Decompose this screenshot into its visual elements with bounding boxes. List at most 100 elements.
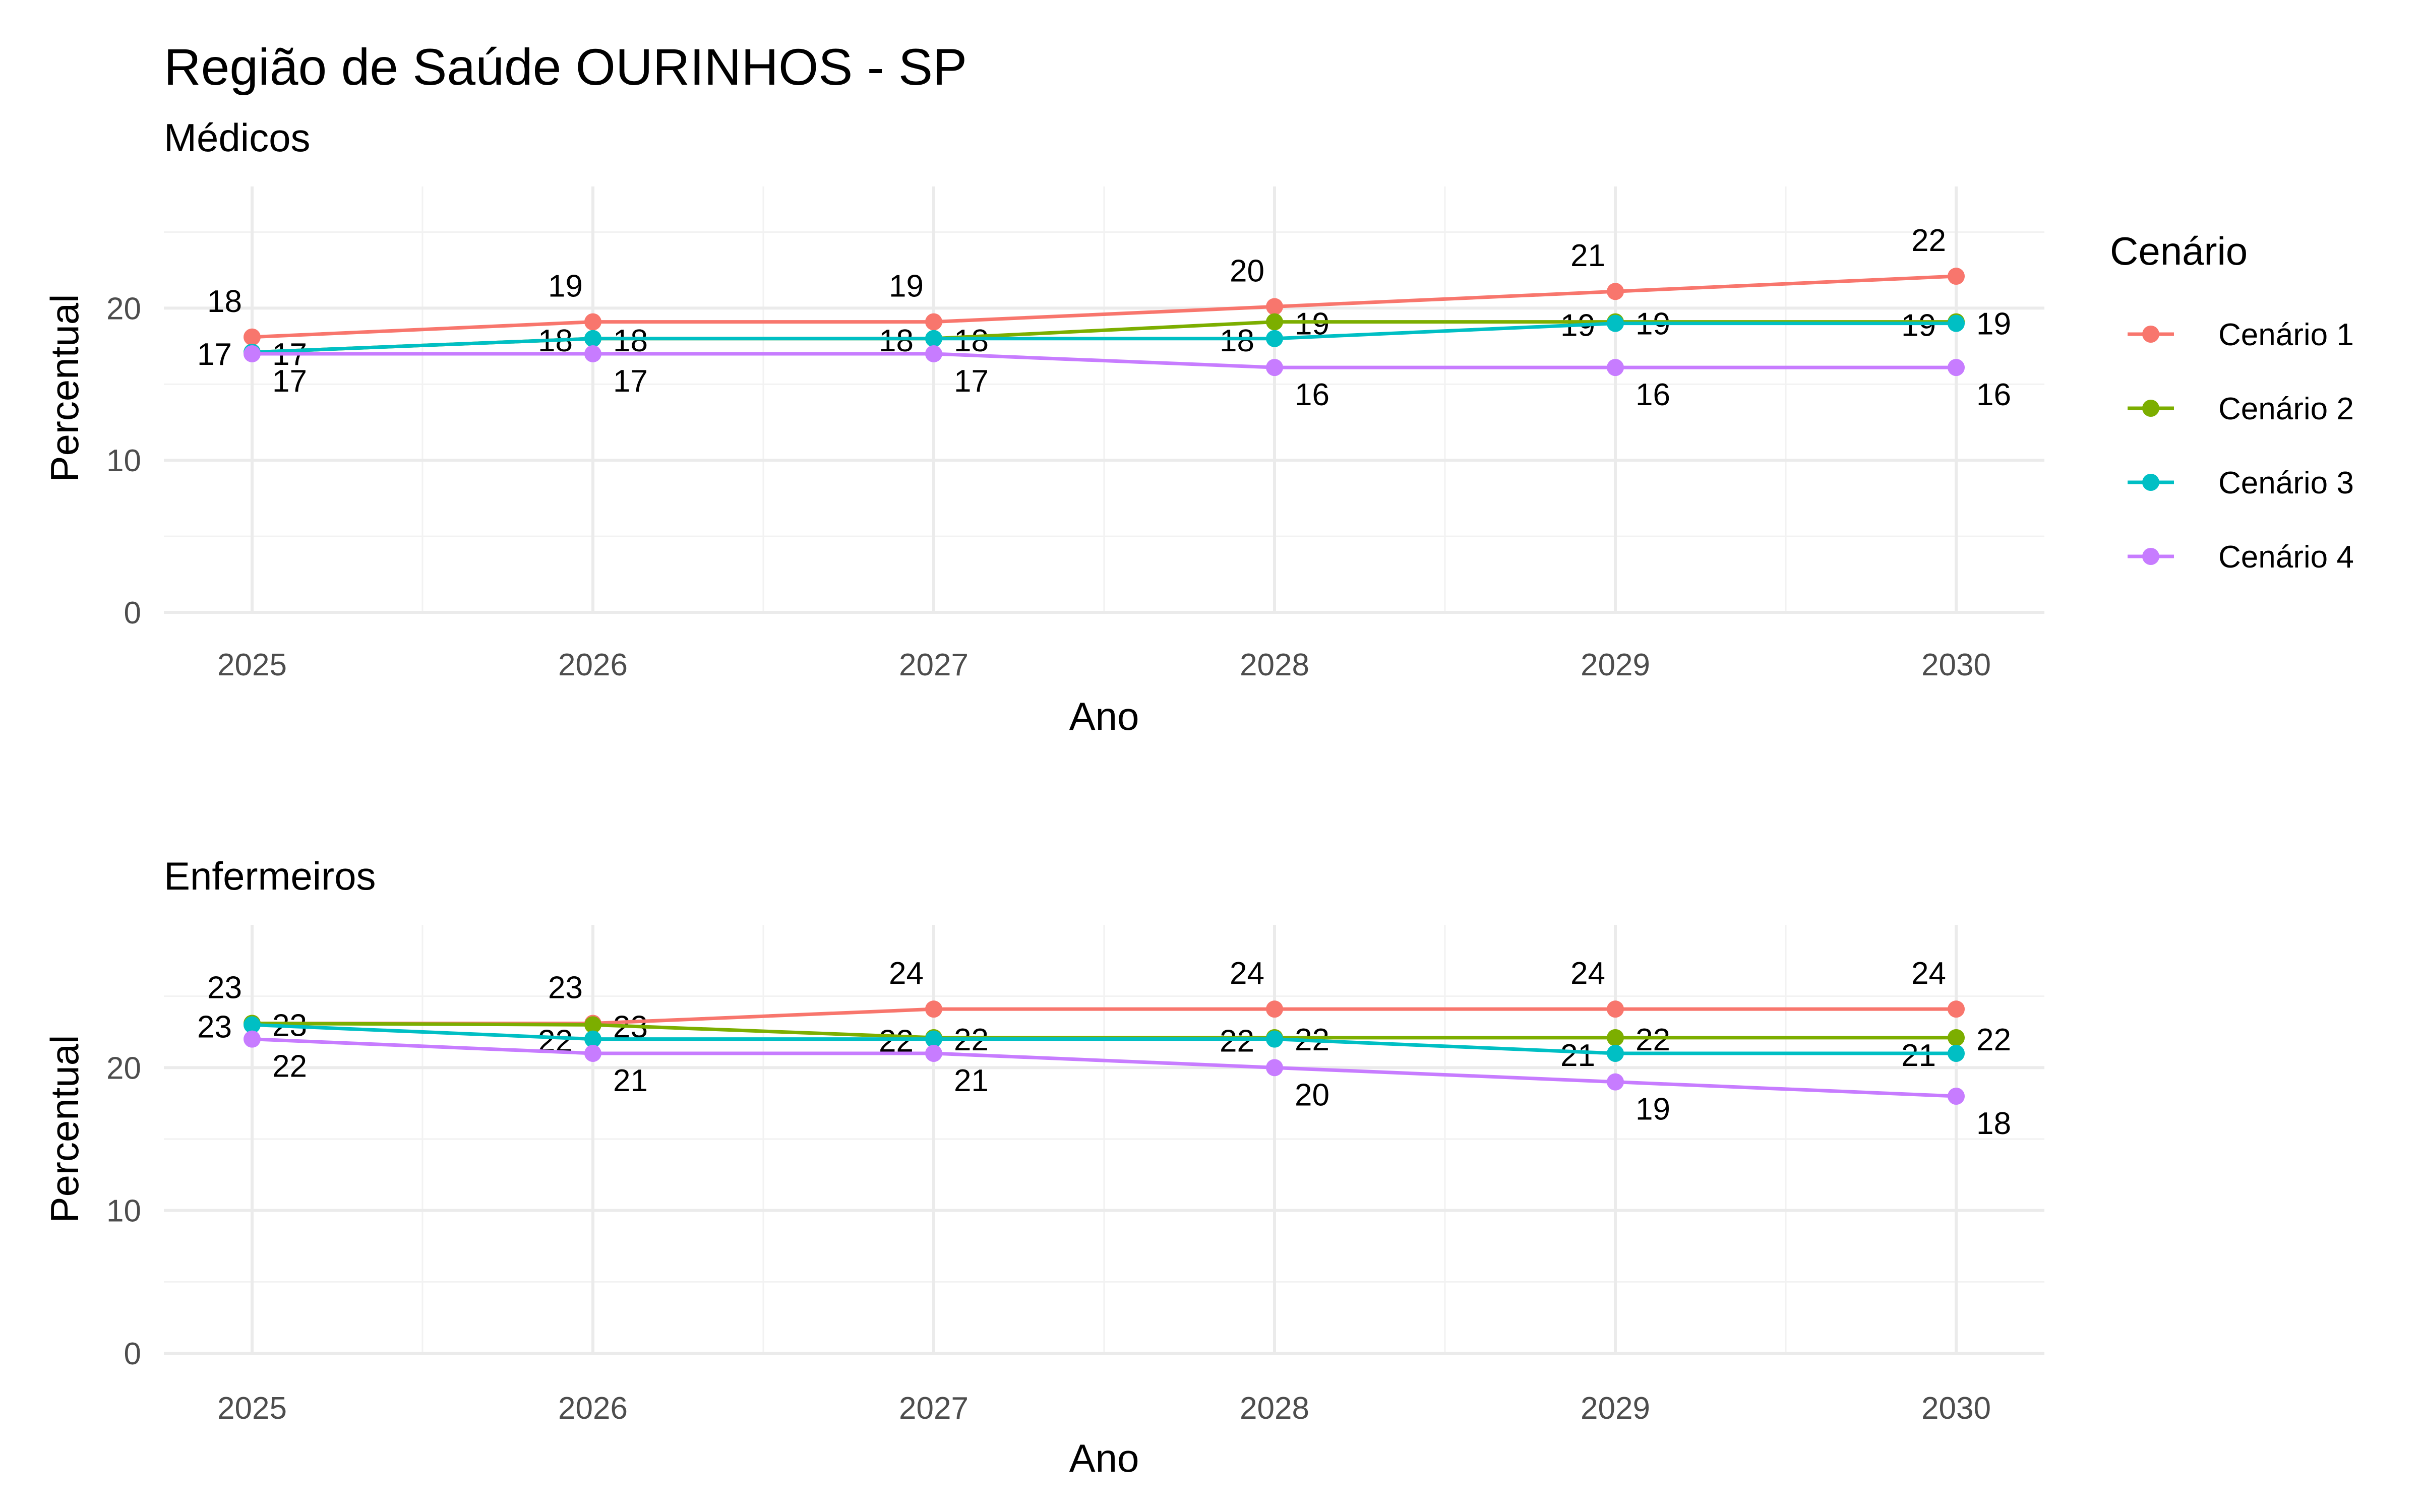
data-label: 24 [889, 956, 924, 991]
y-axis-title: Percentual [42, 1035, 87, 1223]
data-label: 17 [197, 337, 232, 372]
data-point [925, 1030, 942, 1048]
data-point [1948, 1088, 1965, 1105]
data-label: 18 [207, 284, 242, 319]
data-label: 18 [1976, 1106, 2011, 1141]
legend-title: Cenário [2110, 229, 2248, 273]
panel-subtitle: Enfermeiros [164, 854, 376, 898]
data-point [584, 345, 601, 362]
series-line [252, 274, 1957, 339]
data-point [1266, 313, 1283, 331]
legend: Cenário Cenário 1 Cenário 2 Cenário 3 Cenár… [2110, 229, 2354, 575]
data-point [1266, 1000, 1283, 1018]
data-label: 22 [1911, 223, 1946, 258]
data-point [1948, 1029, 1965, 1046]
data-label: 23 [207, 971, 242, 1005]
data-point [1948, 314, 1965, 332]
data-point [1607, 1045, 1624, 1062]
data-label: 21 [954, 1063, 989, 1098]
series-line [252, 1023, 1956, 1055]
legend-key-point [2142, 326, 2159, 343]
data-point [1948, 268, 1965, 285]
x-tick-label: 2026 [558, 648, 628, 682]
data-label: 20 [1295, 1078, 1329, 1112]
grid [164, 925, 2044, 1355]
x-tick-label: 2028 [1240, 1391, 1309, 1426]
x-axis-title: Ano [1069, 694, 1139, 738]
x-tick-labels: 2025 2026 2027 2028 2029 2030 [217, 1391, 1991, 1426]
x-tick-label: 2027 [899, 1391, 969, 1426]
data-point [925, 1045, 942, 1062]
x-tick-label: 2025 [217, 1391, 287, 1426]
x-tick-label: 2030 [1921, 648, 1991, 682]
data-point [244, 1030, 261, 1048]
data-label: 18 [1220, 324, 1254, 358]
x-tick-labels: 2025 2026 2027 2028 2029 2030 [217, 648, 1991, 682]
data-point [584, 313, 601, 331]
data-point [1607, 283, 1624, 300]
data-point [1266, 298, 1283, 316]
data-point [1266, 1030, 1283, 1048]
data-point [584, 330, 601, 347]
chart-title: Região de Saúde OURINHOS - SP [164, 38, 967, 96]
data-point [1607, 359, 1624, 376]
data-label: 21 [1560, 1038, 1595, 1073]
data-point [1607, 1000, 1624, 1018]
y-tick-labels: 0 10 20 [106, 1051, 141, 1371]
legend-label: Cenário 2 [2218, 392, 2354, 426]
data-label: 16 [1295, 377, 1329, 412]
data-point [584, 1016, 601, 1034]
legend-key-point [2142, 400, 2159, 417]
x-tick-label: 2030 [1921, 1391, 1991, 1426]
data-label: 23 [197, 1010, 232, 1044]
data-label: 18 [954, 324, 989, 358]
data-point [1948, 359, 1965, 376]
data-point [584, 1030, 601, 1048]
series-line [252, 1037, 1957, 1098]
x-tick-label: 2025 [217, 648, 287, 682]
legend-key-point [2142, 474, 2159, 491]
legend-label: Cenário 4 [2218, 540, 2354, 575]
x-tick-label: 2029 [1581, 648, 1650, 682]
data-label: 24 [1911, 956, 1946, 991]
data-label: 24 [1570, 956, 1605, 991]
data-label: 22 [1220, 1024, 1254, 1059]
data-point [925, 313, 942, 331]
data-point [1948, 1045, 1965, 1062]
y-tick-label: 10 [106, 1194, 141, 1229]
data-label: 21 [1901, 1038, 1936, 1073]
data-label: 16 [1976, 377, 2011, 412]
data-point [1266, 1059, 1283, 1077]
data-point [244, 345, 261, 362]
data-point [244, 1016, 261, 1034]
data-label: 21 [1570, 238, 1605, 273]
y-tick-label: 10 [106, 444, 141, 478]
data-label: 19 [1636, 1092, 1670, 1127]
data-label: 19 [1901, 308, 1936, 343]
panel-subtitle: Médicos [164, 115, 310, 160]
data-label: 21 [613, 1063, 648, 1098]
y-tick-label: 20 [106, 1051, 141, 1086]
data-label: 22 [272, 1049, 307, 1084]
data-point [584, 1045, 601, 1062]
data-label: 17 [613, 364, 648, 399]
data-point [1607, 1073, 1624, 1091]
data-label: 17 [954, 364, 989, 399]
data-label: 23 [548, 971, 583, 1005]
data-point [925, 1000, 942, 1018]
data-label: 22 [1636, 1023, 1670, 1057]
x-axis-title: Ano [1069, 1436, 1139, 1480]
data-label: 16 [1636, 377, 1670, 412]
data-label: 19 [889, 269, 924, 304]
x-tick-label: 2027 [899, 648, 969, 682]
data-label: 24 [1230, 956, 1264, 991]
data-label: 19 [1976, 307, 2011, 342]
series-line [252, 352, 1956, 369]
y-tick-labels: 0 10 20 [106, 291, 141, 631]
data-point [925, 345, 942, 362]
legend-label: Cenário 3 [2218, 466, 2354, 500]
data-label: 19 [548, 269, 583, 304]
